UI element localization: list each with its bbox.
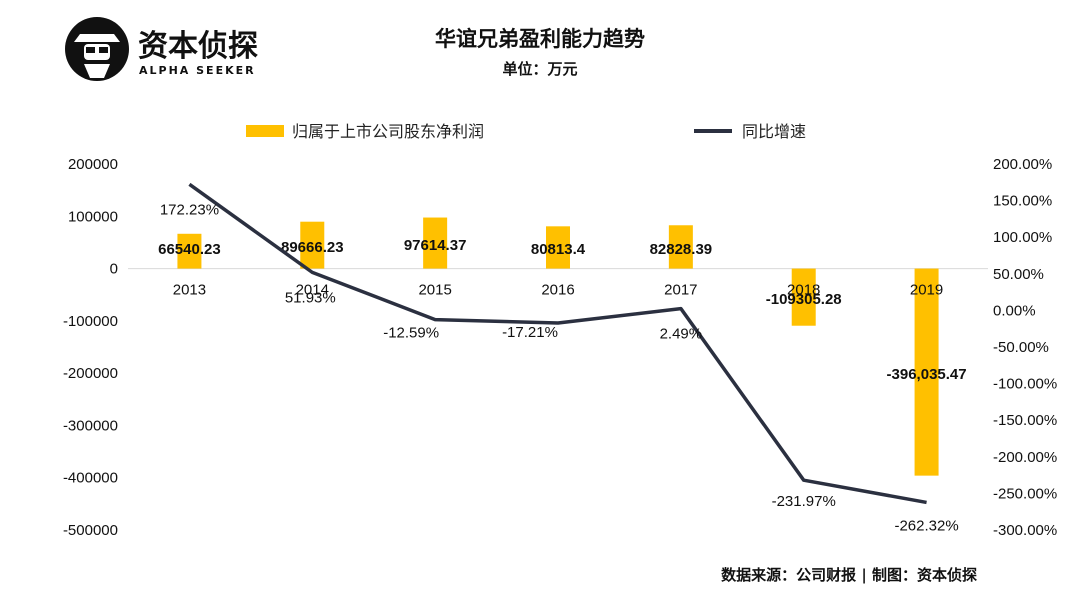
left-tick-label: -300000 (63, 417, 118, 434)
left-tick-label: -400000 (63, 470, 118, 487)
right-tick-label: -100.00% (993, 376, 1057, 393)
bar-value-label: 97614.37 (404, 237, 467, 254)
bar-series (177, 217, 939, 476)
line-value-label: 172.23% (160, 201, 219, 218)
line-data-labels: 172.23% 51.93% -12.59% -17.21% 2.49% -231.97%… (160, 201, 959, 534)
left-tick-label: -100000 (63, 313, 118, 330)
bar (423, 217, 448, 269)
right-tick-label: -50.00% (993, 339, 1049, 356)
bar (791, 268, 816, 326)
line-value-label: 51.93% (285, 289, 336, 306)
right-tick-label: -250.00% (993, 485, 1057, 502)
bar (177, 233, 202, 269)
brand-name-en: ALPHA SEEKER (139, 64, 256, 77)
bar (300, 221, 325, 269)
line-value-label: 2.49% (660, 326, 703, 343)
right-axis: 200.00% 150.00% 100.00% 50.00% 0.00% -50.00% -… (993, 156, 1057, 539)
category-label: 2015 (418, 282, 451, 299)
bar-value-label: -109305.28 (766, 291, 842, 308)
left-axis: 200000 100000 0 -100000 -200000 -300000 -40000… (63, 156, 118, 539)
right-tick-label: -150.00% (993, 412, 1057, 429)
left-tick-label: -200000 (63, 365, 118, 382)
line-value-label: -231.97% (772, 493, 836, 510)
brand-name-cn: 资本侦探 (138, 29, 258, 64)
left-tick-label: 200000 (68, 156, 118, 173)
left-tick-label: 0 (110, 261, 118, 278)
legend-line-label: 同比增速 (742, 122, 806, 141)
bar (546, 226, 570, 269)
line-value-label: -12.59% (383, 325, 439, 342)
category-label: 2013 (173, 282, 206, 299)
data-source: 数据来源：公司财报 | 制图：资本侦探 (721, 566, 977, 584)
category-label: 2019 (910, 282, 943, 299)
category-label: 2017 (664, 282, 697, 299)
chart-unit: 单位：万元 (502, 60, 577, 78)
bar (914, 268, 939, 476)
legend-bar-label: 归属于上市公司股东净利润 (292, 122, 484, 141)
line-value-label: -17.21% (502, 324, 558, 341)
left-tick-label: -500000 (63, 522, 118, 539)
bar-value-label: 82828.39 (650, 241, 713, 258)
category-label: 2018 (787, 282, 820, 299)
right-tick-label: 50.00% (993, 266, 1044, 283)
bar (668, 225, 693, 269)
chart-title: 华谊兄弟盈利能力趋势 (435, 26, 645, 51)
growth-line (188, 182, 927, 505)
right-tick-label: 200.00% (993, 156, 1052, 173)
category-axis: 2013 2014 2015 2016 2017 2018 2019 (173, 282, 944, 299)
right-tick-label: -200.00% (993, 449, 1057, 466)
brand-logo (65, 17, 129, 81)
hat-icon (74, 34, 120, 42)
category-label: 2016 (541, 282, 574, 299)
legend-bar-swatch (246, 125, 284, 137)
legend: 归属于上市公司股东净利润 同比增速 (246, 122, 806, 141)
right-tick-label: 150.00% (993, 193, 1052, 210)
bar-value-label: 80813.4 (531, 241, 586, 258)
bar-value-label: 89666.23 (281, 239, 344, 256)
category-label: 2014 (296, 282, 329, 299)
left-tick-label: 100000 (68, 208, 118, 225)
bar-value-label: -396,035.47 (887, 366, 967, 383)
right-tick-label: -300.00% (993, 522, 1057, 539)
right-tick-label: 100.00% (993, 229, 1052, 246)
bar-data-labels: 66540.23 89666.23 97614.37 80813.4 82828.39 -… (158, 237, 966, 383)
right-tick-label: 0.00% (993, 302, 1036, 319)
line-value-label: -262.32% (894, 517, 958, 534)
bar-value-label: 66540.23 (158, 241, 221, 258)
